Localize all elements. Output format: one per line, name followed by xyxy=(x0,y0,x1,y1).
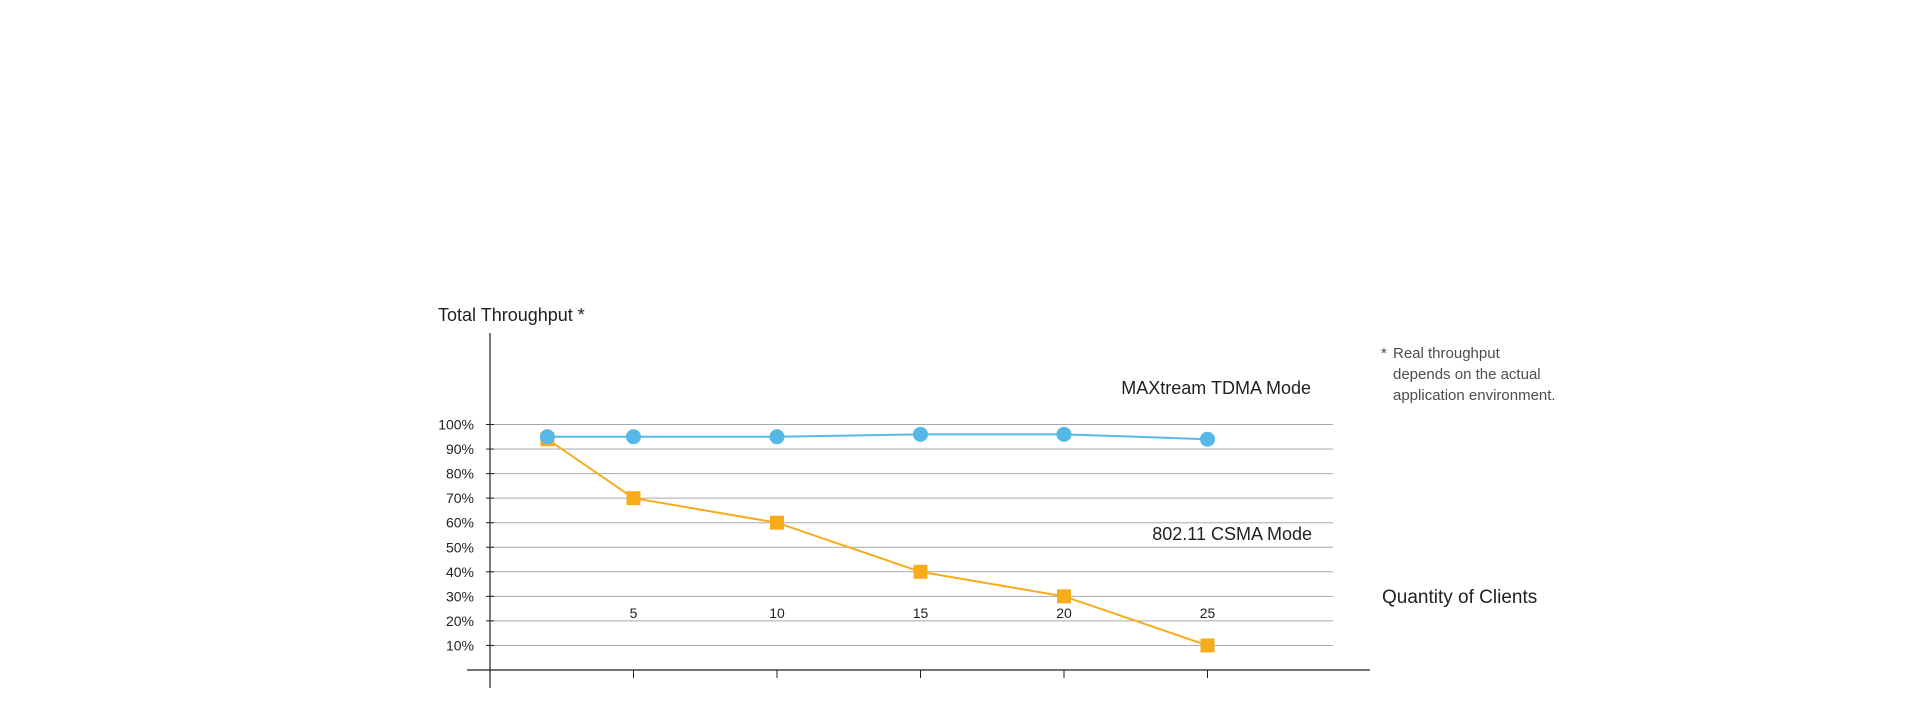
footnote-marker: * xyxy=(1381,345,1387,362)
y-tick-label: 80% xyxy=(446,466,474,482)
y-tick-label: 100% xyxy=(438,417,474,433)
tdma-point xyxy=(539,429,555,445)
x-axis-title: Quantity of Clients xyxy=(1382,587,1537,608)
y-tick-label: 60% xyxy=(446,515,474,531)
series-lines xyxy=(546,433,1208,647)
y-tick-labels: 10% 20% 30% 40% 50% 60% 70% 80% 90% 100% xyxy=(438,417,474,654)
series-markers xyxy=(539,426,1215,653)
tdma-point xyxy=(1056,426,1072,442)
csma-point xyxy=(770,515,784,530)
x-tick-label: 20 xyxy=(1056,605,1072,621)
y-tick-label: 90% xyxy=(446,441,474,457)
y-tick-label: 40% xyxy=(446,564,474,580)
axes xyxy=(467,333,1370,688)
y-tick-label: 20% xyxy=(446,613,474,629)
series-label-tdma: MAXtream TDMA Mode xyxy=(1121,378,1311,398)
tdma-point xyxy=(1200,431,1215,447)
tdma-point xyxy=(769,429,785,445)
x-tick-labels: 5 10 15 20 25 xyxy=(630,605,1216,621)
x-tick-label: 25 xyxy=(1200,605,1216,621)
tdma-point xyxy=(913,426,928,442)
y-tick-label: 10% xyxy=(446,637,474,653)
y-tick-label: 70% xyxy=(446,490,474,506)
y-tick-label: 50% xyxy=(446,539,474,555)
series-label-csma: 802.11 CSMA Mode xyxy=(1152,524,1312,544)
x-tick-label: 15 xyxy=(913,605,929,621)
csma-point xyxy=(1057,589,1071,604)
series-line xyxy=(546,438,1208,647)
footnote-text: Real throughput depends on the actual ap… xyxy=(1393,345,1556,404)
series-line xyxy=(547,433,1208,441)
y-tick-label: 30% xyxy=(446,588,474,604)
x-tick-label: 10 xyxy=(769,605,785,621)
csma-point xyxy=(913,564,928,579)
footnote: * Real throughput depends on the actual … xyxy=(1381,343,1561,406)
x-tick-label: 5 xyxy=(630,605,638,621)
csma-point xyxy=(1200,638,1215,653)
tdma-point xyxy=(626,429,641,445)
y-axis-title: Total Throughput * xyxy=(438,305,585,325)
csma-point xyxy=(626,491,641,506)
